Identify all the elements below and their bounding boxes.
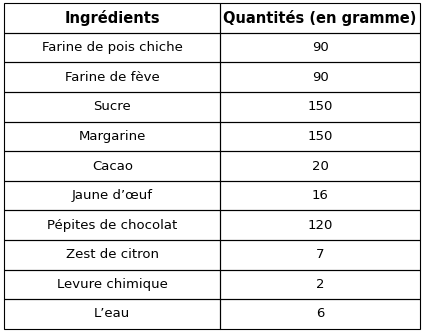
Text: Farine de fève: Farine de fève [65, 71, 160, 84]
Bar [220, 270, 420, 299]
Bar [4, 122, 220, 151]
Text: 150: 150 [307, 100, 333, 113]
Bar [220, 270, 420, 299]
Bar [220, 92, 420, 122]
Bar [4, 33, 220, 62]
Text: Ingrédients: Ingrédients [64, 10, 160, 26]
Bar [220, 122, 420, 151]
Bar [220, 299, 420, 329]
Bar [220, 181, 420, 210]
Bar [220, 62, 420, 92]
Bar [220, 3, 420, 33]
Bar [4, 62, 220, 92]
Text: 16: 16 [312, 189, 329, 202]
Bar [220, 122, 420, 151]
Bar [4, 270, 220, 299]
Bar [220, 151, 420, 181]
Bar [220, 240, 420, 270]
Bar [4, 299, 220, 329]
Text: Cacao: Cacao [92, 159, 133, 173]
Text: 6: 6 [316, 307, 324, 320]
Text: Margarine: Margarine [78, 130, 146, 143]
Text: Farine de pois chiche: Farine de pois chiche [42, 41, 183, 54]
Bar [4, 33, 220, 62]
Bar [220, 33, 420, 62]
Bar [220, 240, 420, 270]
Text: Levure chimique: Levure chimique [57, 278, 168, 291]
Bar [4, 210, 220, 240]
Bar [220, 62, 420, 92]
Bar [4, 92, 220, 122]
Bar [220, 210, 420, 240]
Bar [4, 299, 220, 329]
Text: 7: 7 [316, 248, 324, 261]
Text: Sucre: Sucre [93, 100, 131, 113]
Bar [4, 181, 220, 210]
Bar [4, 270, 220, 299]
Text: Quantités (en gramme): Quantités (en gramme) [223, 10, 417, 26]
Text: Pépites de chocolat: Pépites de chocolat [47, 219, 177, 232]
Bar [220, 151, 420, 181]
Bar [4, 240, 220, 270]
Bar [4, 210, 220, 240]
Bar [220, 181, 420, 210]
Text: Jaune d’œuf: Jaune d’œuf [72, 189, 153, 202]
Bar [4, 122, 220, 151]
Bar [4, 92, 220, 122]
Bar [4, 151, 220, 181]
Text: Zest de citron: Zest de citron [66, 248, 159, 261]
Text: 20: 20 [312, 159, 329, 173]
Bar [220, 210, 420, 240]
Bar [4, 3, 220, 33]
Bar [4, 62, 220, 92]
Bar [4, 181, 220, 210]
Text: 90: 90 [312, 71, 329, 84]
Bar [220, 299, 420, 329]
Text: 150: 150 [307, 130, 333, 143]
Bar [220, 3, 420, 33]
Bar [4, 3, 220, 33]
Bar [4, 151, 220, 181]
Bar [4, 240, 220, 270]
Bar [220, 92, 420, 122]
Text: 2: 2 [316, 278, 324, 291]
Bar [220, 33, 420, 62]
Text: 120: 120 [307, 219, 333, 232]
Text: 90: 90 [312, 41, 329, 54]
Text: L’eau: L’eau [94, 307, 131, 320]
